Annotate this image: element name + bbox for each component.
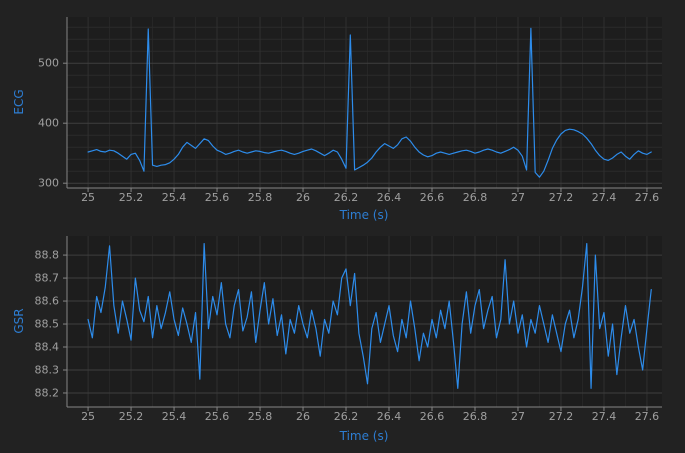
ecg-x-tick-label: 27.6 bbox=[634, 191, 660, 204]
ecg-x-tick-label: 25.4 bbox=[161, 191, 187, 204]
gsr-y-tick-label: 88.4 bbox=[34, 340, 60, 354]
gsr-x-tick-label: 27.4 bbox=[591, 410, 617, 423]
gsr-y-tick-label: 88.8 bbox=[34, 248, 60, 262]
ecg-x-tick-label: 27 bbox=[510, 191, 525, 204]
gsr-y-tick-label: 88.6 bbox=[34, 294, 60, 308]
gsr-y-axis-label: GSR bbox=[12, 308, 26, 334]
gsr-signal-line bbox=[87, 242, 652, 389]
ecg-y-tick-label: 500 bbox=[38, 56, 59, 70]
gsr-x-tick-label: 27.2 bbox=[548, 410, 574, 423]
gsr-plot bbox=[63, 236, 662, 411]
ecg-plot-area bbox=[67, 17, 662, 188]
gsr-x-tick-label: 26.4 bbox=[376, 410, 402, 423]
ecg-x-tick-label: 26.2 bbox=[333, 191, 359, 204]
ecg-y-tick-label: 400 bbox=[38, 116, 59, 130]
gsr-x-tick-label: 26 bbox=[296, 410, 311, 423]
gsr-x-tick-label: 26.6 bbox=[419, 410, 445, 423]
gsr-x-tick-label: 26.2 bbox=[333, 410, 359, 423]
gsr-y-tick-label: 88.3 bbox=[34, 363, 60, 377]
ecg-x-tick-label: 27.4 bbox=[591, 191, 617, 204]
gsr-x-tick-label: 26.8 bbox=[462, 410, 488, 423]
gsr-y-tick-label: 88.2 bbox=[34, 386, 60, 400]
ecg-x-tick-label: 27.2 bbox=[548, 191, 574, 204]
gsr-y-tick-label: 88.5 bbox=[34, 317, 60, 331]
ecg-y-tick-label: 300 bbox=[38, 176, 59, 190]
gsr-x-tick-label: 27 bbox=[510, 410, 525, 423]
ecg-signal-line bbox=[87, 27, 652, 178]
gsr-x-tick-label: 25.4 bbox=[161, 410, 187, 423]
gsr-x-tick-label: 25.6 bbox=[204, 410, 230, 423]
gsr-x-axis-label: Time (s) bbox=[339, 429, 389, 443]
ecg-x-tick-label: 25 bbox=[81, 191, 96, 204]
ecg-x-tick-label: 26 bbox=[296, 191, 311, 204]
gsr-x-tick-label: 27.6 bbox=[634, 410, 660, 423]
ecg-x-tick-label: 26.8 bbox=[462, 191, 488, 204]
ecg-x-tick-label: 26.6 bbox=[419, 191, 445, 204]
gsr-x-tick-label: 25 bbox=[81, 410, 96, 423]
ecg-x-axis-label: Time (s) bbox=[339, 208, 389, 222]
ecg-y-axis-label: ECG bbox=[12, 89, 26, 115]
gsr-x-tick-label: 25.8 bbox=[247, 410, 273, 423]
ecg-x-tick-label: 26.4 bbox=[376, 191, 402, 204]
ecg-plot bbox=[63, 17, 662, 192]
ecg-x-tick-label: 25.8 bbox=[247, 191, 273, 204]
ecg-x-tick-label: 25.6 bbox=[204, 191, 230, 204]
ecg-x-tick-label: 25.2 bbox=[118, 191, 144, 204]
gsr-plot-area bbox=[67, 236, 662, 407]
gsr-y-tick-label: 88.7 bbox=[34, 271, 60, 285]
gsr-x-tick-label: 25.2 bbox=[118, 410, 144, 423]
